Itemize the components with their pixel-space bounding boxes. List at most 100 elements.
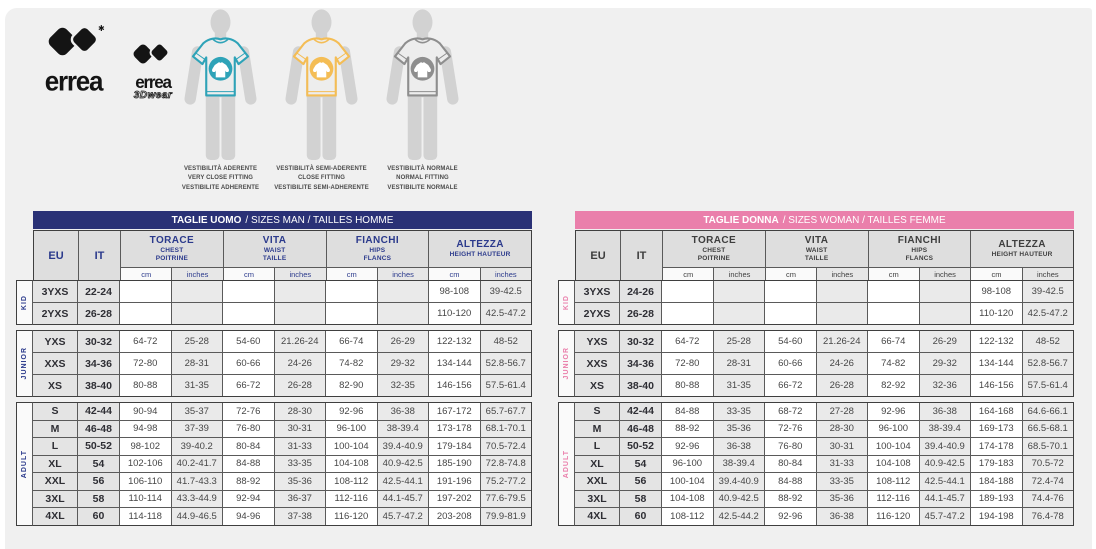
table-cell: 26-28: [815, 375, 867, 396]
table-cell: 29-32: [376, 353, 428, 374]
table-row: 3YXS 24-26 98-108 39-42.5: [575, 281, 1073, 302]
table-cell: [918, 281, 970, 302]
table-cell: 39.4-40.9: [918, 438, 970, 455]
size-block-kid: KID 3YXS 24-26 98-108 39-42.5 2YXS 26-28 110-1…: [558, 280, 1074, 325]
table-cell: 174-178: [970, 438, 1022, 455]
table-cell: 134-144: [428, 353, 480, 374]
table-cell: 37-39: [170, 420, 222, 437]
table-cell: [661, 303, 713, 324]
table-cell: 76-80: [222, 420, 274, 437]
unit-header-cm: cm: [867, 267, 919, 280]
age-group-label: ADULT: [16, 402, 33, 526]
table-cell: 92-94: [222, 490, 274, 507]
errea-diamonds-icon: ✱: [48, 24, 105, 56]
table-cell: 179-183: [970, 455, 1022, 472]
table-cell: 37-38: [273, 508, 325, 525]
table-cell: 36-38: [712, 438, 764, 455]
mannequin-very-close-icon: [184, 9, 257, 160]
table-cell: 30-32: [619, 331, 661, 352]
fit-caption: VESTIBILITÀ SEMI-ADERENTE CLOSE FITTING VE…: [274, 166, 369, 191]
table-cell: 4XL: [33, 508, 77, 525]
table-cell: 146-156: [428, 375, 480, 396]
table-cell: 108-112: [867, 473, 919, 490]
table-cell: 2YXS: [575, 303, 619, 324]
table-cell: 42-44: [619, 403, 661, 420]
table-cell: 68.5-70.1: [1021, 438, 1073, 455]
table-cell: 31-33: [273, 438, 325, 455]
table-cell: 33-35: [712, 403, 764, 420]
table-cell: 66-72: [222, 375, 274, 396]
unit-header-cm: cm: [325, 267, 377, 280]
table-row: L 50-52 92-96 36-38 76-80 30-31 100-104 39.4-40…: [575, 437, 1073, 455]
table-cell: 36-38: [376, 403, 428, 420]
table-cell: [325, 281, 377, 302]
table-cell: 100-104: [661, 473, 713, 490]
table-cell: 104-108: [661, 490, 713, 507]
unit-header-inches: inches: [171, 267, 223, 280]
table-header: EU IT TORACE CHEST POITRINE VITA WAIST T…: [33, 230, 532, 280]
table-cell: 64-72: [661, 331, 713, 352]
table-cell: 45.7-47.2: [376, 508, 428, 525]
unit-header-cm: cm: [120, 267, 172, 280]
table-cell: XS: [575, 375, 619, 396]
table-cell: 110-120: [428, 303, 480, 324]
table-row: S 42-44 84-88 33-35 68-72 27-28 92-96 36-38 164-…: [575, 403, 1073, 420]
table-cell: 72-76: [222, 403, 274, 420]
table-cell: 102-106: [119, 455, 171, 472]
table-cell: 35-36: [273, 473, 325, 490]
table-cell: 96-100: [867, 420, 919, 437]
table-cell: 203-208: [428, 508, 480, 525]
unit-header-inches: inches: [816, 267, 868, 280]
table-cell: 80-88: [119, 375, 171, 396]
table-cell: 66-74: [325, 331, 377, 352]
table-cell: [376, 281, 428, 302]
table-cell: 84-88: [222, 455, 274, 472]
table-cell: 98-102: [119, 438, 171, 455]
table-cell: 88-92: [764, 490, 816, 507]
table-cell: 40.9-42.5: [376, 455, 428, 472]
table-cell: 26-28: [273, 375, 325, 396]
table-cell: [376, 303, 428, 324]
star-icon: ✱: [98, 24, 105, 33]
table-cell: [119, 281, 171, 302]
table-row: XL 54 102-106 40.2-41.7 84-88 33-35 104-108 40.…: [33, 454, 531, 472]
size-block-junior: JUNIOR YXS 30-32 64-72 25-28 54-60 21.26-24 66…: [558, 330, 1074, 397]
table-cell: 68.1-70.1: [479, 420, 531, 437]
age-group-label: JUNIOR: [558, 330, 575, 397]
table-cell: 26-29: [918, 331, 970, 352]
table-cell: 98-108: [970, 281, 1022, 302]
table-cell: 45.7-47.2: [918, 508, 970, 525]
table-cell: 116-120: [867, 508, 919, 525]
table-cell: 80-84: [222, 438, 274, 455]
table-cell: 43.3-44.9: [170, 490, 222, 507]
table-row: S 42-44 90-94 35-37 72-76 28-30 92-96 36-38 167-…: [33, 403, 531, 420]
table-cell: 88-92: [222, 473, 274, 490]
table-cell: M: [33, 420, 77, 437]
table-cell: 40.9-42.5: [712, 490, 764, 507]
table-row: M 46-48 94-98 37-39 76-80 30-31 96-100 38-39.4 1…: [33, 419, 531, 437]
table-row: YXS 30-32 64-72 25-28 54-60 21.26-24 66-74 26-2…: [575, 331, 1073, 352]
table-cell: 35-36: [815, 490, 867, 507]
table-cell: 72-76: [764, 420, 816, 437]
unit-header-cm: cm: [662, 267, 714, 280]
table-cell: 34-36: [619, 353, 661, 374]
age-group-label: JUNIOR: [16, 330, 33, 397]
table-cell: XXL: [33, 473, 77, 490]
size-rows: 3YXS 22-24 98-108 39-42.5 2YXS 26-28 110-120 42…: [33, 280, 532, 325]
table-row: M 46-48 88-92 35-36 72-76 28-30 96-100 38-39.4 1…: [575, 419, 1073, 437]
table-cell: 26-28: [77, 303, 119, 324]
size-block-adult: ADULT S 42-44 84-88 33-35 68-72 27-28 92-96 36-…: [558, 402, 1074, 526]
table-cell: 108-112: [661, 508, 713, 525]
table-cell: 39.4-40.9: [712, 473, 764, 490]
table-cell: 31-35: [712, 375, 764, 396]
table-cell: 96-100: [661, 455, 713, 472]
jersey-logo-icon: [212, 62, 229, 78]
table-cell: 98-108: [428, 281, 480, 302]
table-cell: 28-31: [170, 353, 222, 374]
table-cell: 110-120: [970, 303, 1022, 324]
fit-caption: VESTIBILITÀ ADERENTE VERY CLOSE FITTING VE…: [181, 166, 260, 191]
table-cell: 3XL: [575, 490, 619, 507]
unit-header-inches: inches: [479, 267, 531, 280]
col-header-height: ALTEZZA HEIGHT HAUTEUR: [970, 231, 1073, 267]
table-cell: 179-184: [428, 438, 480, 455]
